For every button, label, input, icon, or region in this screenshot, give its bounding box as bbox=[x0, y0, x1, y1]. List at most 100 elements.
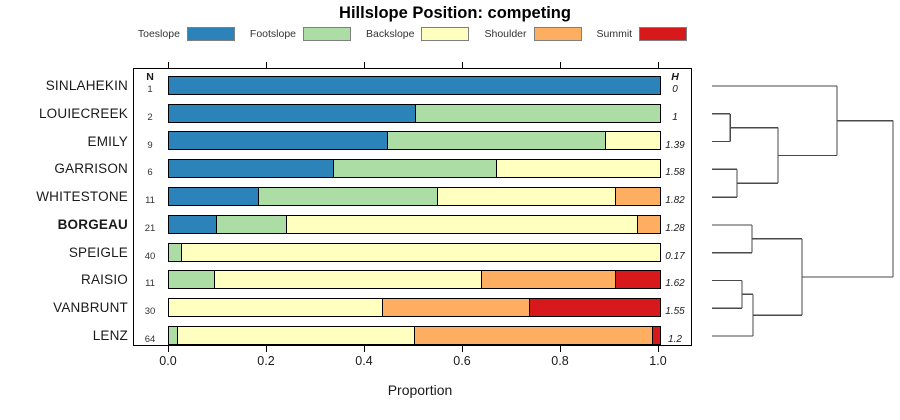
n-value: 2 bbox=[147, 111, 153, 123]
bar-segment-footslope bbox=[387, 132, 606, 150]
bar-segment-backslope bbox=[436, 188, 616, 206]
x-axis-tick bbox=[559, 346, 561, 352]
h-column-header: H bbox=[671, 71, 679, 83]
bar-segment-footslope bbox=[169, 243, 182, 261]
x-axis-tick-label: 0.6 bbox=[453, 354, 471, 368]
bar-segment-toeslope bbox=[169, 160, 333, 178]
stacked-bar bbox=[168, 270, 661, 290]
bar-segment-toeslope bbox=[169, 104, 415, 122]
x-axis-tick bbox=[657, 346, 659, 352]
x-axis-tick-label: 0.0 bbox=[159, 354, 177, 368]
stacked-bar bbox=[168, 298, 661, 318]
bar-segment-backslope bbox=[496, 160, 660, 178]
h-value: 1.58 bbox=[665, 167, 685, 179]
dendrogram bbox=[712, 85, 894, 337]
stacked-bar bbox=[168, 242, 661, 262]
bar-segment-shoulder bbox=[414, 326, 653, 344]
x-axis-tick-top bbox=[265, 62, 267, 68]
legend-label: Summit bbox=[596, 28, 633, 40]
n-value: 11 bbox=[145, 195, 155, 207]
bar-segment-footslope bbox=[414, 104, 660, 122]
legend-swatch-icon bbox=[303, 27, 352, 41]
plot-border bbox=[133, 68, 692, 346]
legend-swatch-icon bbox=[639, 27, 688, 41]
x-axis-tick bbox=[363, 346, 365, 352]
legend-swatch-icon bbox=[533, 27, 582, 41]
stacked-bar bbox=[168, 103, 661, 123]
x-axis-tick-top bbox=[167, 62, 169, 68]
x-axis-tick-top bbox=[559, 62, 561, 68]
stacked-bar bbox=[168, 325, 661, 345]
row-label: WHITESTONE bbox=[36, 189, 128, 205]
stacked-bar bbox=[168, 131, 661, 151]
x-axis-tick bbox=[265, 346, 267, 352]
stacked-bar bbox=[168, 214, 661, 234]
bar-segment-backslope bbox=[181, 243, 660, 261]
bar-segment-shoulder bbox=[615, 188, 660, 206]
row-label: SINLAHEKIN bbox=[45, 78, 128, 93]
stacked-bar bbox=[168, 187, 661, 207]
chart-title: Hillslope Position: competing bbox=[339, 4, 571, 22]
bar-segment-footslope bbox=[169, 326, 177, 344]
row-label: LENZ bbox=[92, 328, 128, 344]
n-column-header: N bbox=[146, 71, 154, 83]
x-axis-tick-top bbox=[461, 62, 463, 68]
h-value: 1.55 bbox=[665, 306, 685, 318]
bar-segment-toeslope bbox=[169, 76, 660, 94]
n-value: 6 bbox=[147, 167, 153, 179]
h-value: 0.17 bbox=[665, 250, 685, 262]
bar-segment-backslope bbox=[213, 271, 482, 289]
h-value: 1 bbox=[672, 111, 678, 123]
row-label: SPEIGLE bbox=[68, 244, 128, 260]
row-label: GARRISON bbox=[54, 161, 128, 177]
legend-item-backslope: Backslope bbox=[366, 27, 470, 41]
x-axis-tick-top bbox=[657, 62, 659, 68]
legend-label: Shoulder bbox=[484, 28, 527, 40]
h-value: 0 bbox=[672, 84, 678, 95]
bar-segment-summit bbox=[615, 271, 660, 289]
row-label: RAISIO bbox=[81, 272, 128, 288]
bar-segment-footslope bbox=[215, 215, 286, 233]
bar-segment-backslope bbox=[285, 215, 637, 233]
bar-segment-footslope bbox=[169, 271, 214, 289]
legend-label: Footslope bbox=[249, 28, 297, 40]
legend-item-toeslope: Toeslope bbox=[138, 27, 235, 41]
n-value: 30 bbox=[144, 306, 156, 318]
bar-segment-summit bbox=[529, 299, 660, 317]
h-value: 1.28 bbox=[665, 222, 685, 234]
bar-segment-toeslope bbox=[169, 188, 259, 206]
legend-swatch-icon bbox=[186, 27, 235, 41]
row-label: BORGEAU bbox=[57, 216, 128, 232]
bar-segment-backslope bbox=[169, 299, 382, 317]
bar-segment-footslope bbox=[332, 160, 497, 178]
bar-segment-backslope bbox=[605, 132, 660, 150]
x-axis-tick-label: 0.4 bbox=[355, 354, 373, 368]
legend-label: Toeslope bbox=[137, 28, 180, 40]
row-label: VANBRUNT bbox=[53, 300, 128, 316]
legend-label: Backslope bbox=[366, 28, 415, 40]
stacked-bar bbox=[168, 75, 661, 95]
h-value: 1.2 bbox=[668, 334, 682, 346]
legend-item-footslope: Footslope bbox=[249, 27, 352, 41]
row-label: LOUIECREEK bbox=[38, 105, 128, 121]
h-value: 1.82 bbox=[665, 195, 685, 207]
n-value: 64 bbox=[144, 334, 156, 346]
bar-segment-shoulder bbox=[381, 299, 530, 317]
n-value: 11 bbox=[145, 278, 155, 290]
n-value: 9 bbox=[147, 139, 153, 151]
legend-item-shoulder: Shoulder bbox=[484, 27, 582, 41]
n-value: 40 bbox=[144, 250, 156, 262]
x-axis-tick bbox=[461, 346, 463, 352]
legend-item-summit: Summit bbox=[597, 27, 688, 41]
bar-segment-toeslope bbox=[169, 132, 388, 150]
bar-segment-toeslope bbox=[169, 215, 216, 233]
row-label: EMILY bbox=[87, 133, 128, 149]
stacked-bar bbox=[168, 159, 661, 179]
legend: Toeslope Footslope Backslope Shoulder Summit bbox=[133, 26, 692, 42]
x-axis-tick-label: 0.2 bbox=[257, 354, 275, 368]
bar-segment-backslope bbox=[176, 326, 415, 344]
legend-swatch-icon bbox=[421, 27, 470, 41]
bar-segment-shoulder bbox=[481, 271, 616, 289]
bar-segment-summit bbox=[652, 326, 660, 344]
